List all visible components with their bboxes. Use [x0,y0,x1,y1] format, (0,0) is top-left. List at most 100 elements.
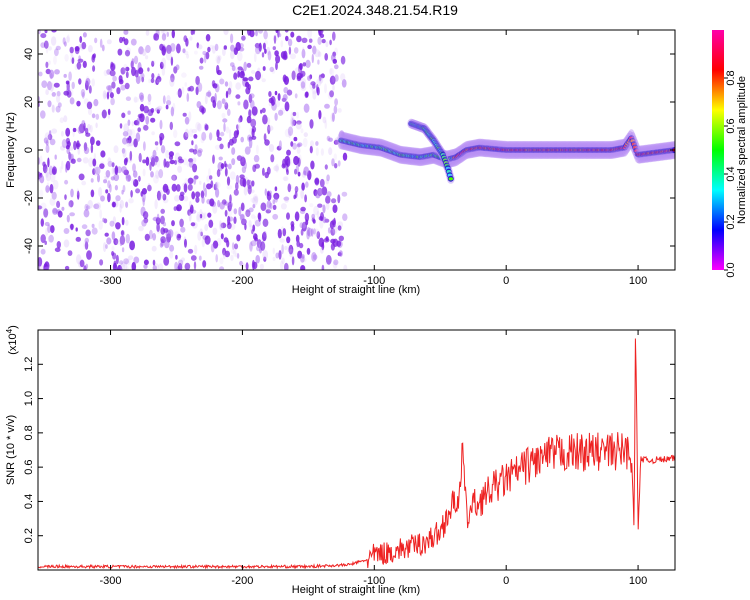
noise-speck [321,38,326,44]
noise-speck [233,249,236,257]
noise-speck [237,51,243,62]
noise-speck [214,182,218,190]
noise-speck [100,150,106,158]
noise-speck [204,235,211,245]
noise-speck [203,53,207,64]
noise-speck [109,220,115,227]
noise-speck [236,155,243,162]
noise-speck [143,141,146,151]
noise-speck [53,82,60,88]
noise-speck [301,254,305,259]
noise-speck [187,183,193,191]
noise-speck [252,224,256,232]
noise-speck [143,264,148,269]
noise-speck [300,85,307,91]
noise-speck [312,228,316,235]
noise-speck [303,132,308,138]
noise-speck [121,166,127,174]
noise-speck [100,195,105,202]
snr-frame [37,329,676,571]
noise-speck [278,109,284,116]
noise-speck [47,81,52,91]
noise-speck [77,126,83,135]
noise-speck [51,128,58,134]
noise-speck [99,38,103,48]
noise-speck [143,124,149,131]
noise-speck [290,141,294,147]
noise-speck [54,154,57,160]
noise-speck [184,50,189,56]
noise-speck [250,118,257,128]
noise-speck [278,140,282,151]
noise-speck [199,180,202,185]
noise-speck [81,180,87,186]
noise-speck [64,179,69,185]
noise-speck [122,137,128,145]
noise-speck [236,234,241,242]
noise-speck [304,194,307,203]
noise-speck [47,235,52,243]
noise-speck [189,148,195,153]
noise-speck [106,91,110,100]
noise-speck [208,219,214,228]
noise-speck [46,182,50,189]
noise-speck [153,33,160,41]
colorbar-gradient [712,30,724,270]
noise-speck [97,173,100,183]
noise-speck [284,128,291,138]
noise-speck [225,90,229,99]
noise-speck [272,199,276,205]
noise-speck [40,110,46,119]
noise-speck [252,204,256,209]
noise-speck [57,102,62,108]
noise-speck [115,222,121,230]
noise-speck [200,231,203,237]
noise-speck [49,82,54,92]
noise-speck [45,168,49,178]
noise-speck [161,33,167,41]
noise-speck [292,119,297,126]
noise-speck [254,195,259,203]
noise-speck [152,233,157,241]
noise-speck [115,254,119,265]
noise-speck [239,260,243,266]
noise-speck [331,198,337,204]
noise-speck [156,190,161,201]
noise-speck [244,146,251,155]
noise-speck [133,55,139,65]
noise-speck [235,41,241,52]
noise-speck [316,210,320,218]
noise-speck [262,66,266,71]
noise-speck [125,265,129,270]
noise-speck [301,37,308,43]
noise-speck [281,244,284,255]
noise-speck [301,47,305,56]
noise-speck [125,96,131,101]
noise-speck [276,145,282,151]
noise-speck [184,238,187,248]
noise-speck [125,139,131,148]
noise-speck [113,173,120,182]
y-tick-label: 1.0 [23,391,35,406]
noise-speck [77,147,81,155]
y-tick-label: 1.2 [23,357,35,372]
noise-speck [111,246,115,252]
noise-speck [266,200,272,209]
noise-speck [166,95,171,103]
noise-speck [121,230,124,236]
noise-speck [255,45,261,55]
noise-speck [227,206,233,217]
noise-speck [135,132,141,142]
noise-speck [121,216,125,226]
noise-speck [322,216,327,224]
noise-speck [215,254,218,263]
noise-speck [206,175,210,183]
noise-speck [338,130,345,141]
noise-speck [87,108,93,116]
noise-speck [121,148,126,154]
noise-speck [298,242,304,249]
noise-speck [119,203,122,213]
noise-speck [274,194,279,203]
noise-speck [107,192,111,203]
noise-speck [166,44,172,55]
